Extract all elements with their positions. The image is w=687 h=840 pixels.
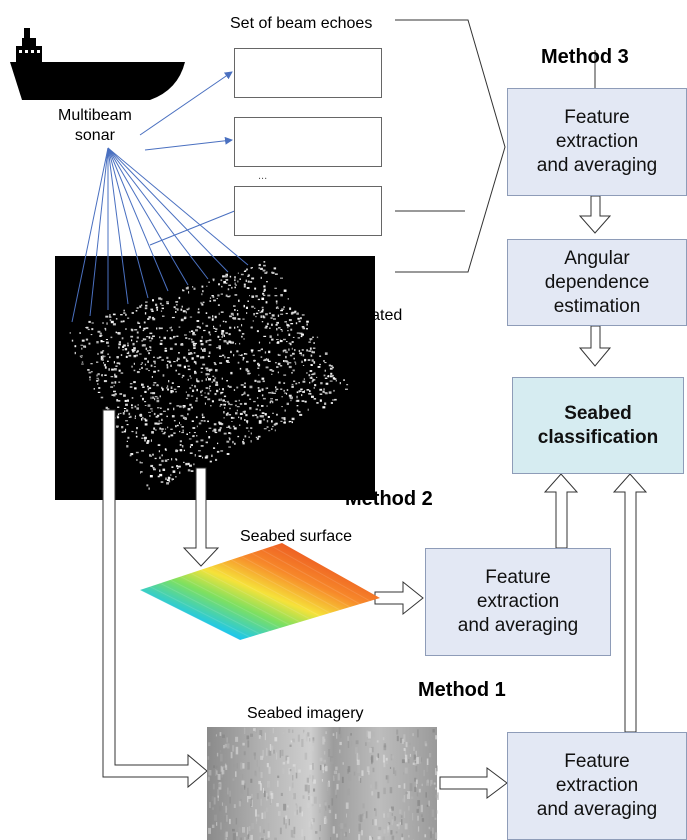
arrow-seafloor-to-surface: [182, 467, 220, 567]
seabed-classification-box: Seabed classification: [512, 377, 684, 474]
arrow-m1-to-class: [612, 473, 648, 733]
ship-icon: [10, 28, 185, 100]
arrow-to-echo-1: [139, 71, 233, 136]
angular-dependence-box: Angular dependence estimation: [507, 239, 687, 326]
label-multibeam-sonar: Multibeam sonar: [58, 107, 132, 144]
arrow-surface-to-m2: [374, 580, 424, 616]
arrow-seafloor-to-imagery: [102, 409, 208, 789]
label-seabed-imagery: Seabed imagery: [247, 705, 364, 722]
label-ellipsis: ...: [258, 170, 268, 182]
label-set-of-beam-echoes: Set of beam echoes: [230, 15, 373, 32]
method-3-title: Method 3: [541, 46, 629, 68]
seabed-surface-texture: [139, 545, 371, 641]
arrow-angular-to-class: [578, 325, 612, 367]
method1-feature-extraction-box: Feature extraction and averaging: [507, 732, 687, 840]
method3-feature-extraction-box: Feature extraction and averaging: [507, 88, 687, 196]
sonar-beams: [71, 147, 249, 323]
method-2-title: Method 2: [345, 488, 433, 510]
seafloor-speckle: [69, 261, 349, 490]
seabed-surface-plot: [140, 543, 380, 640]
method-1-title: Method 1: [418, 679, 506, 701]
method2-feature-extraction-box: Feature extraction and averaging: [425, 548, 611, 656]
echo-panel-2: [234, 117, 382, 167]
seabed-imagery-texture: [207, 727, 439, 840]
label-investigated-seafloor: Investigated seafloor: [316, 307, 403, 344]
echo-panel-3: [234, 186, 382, 236]
arrow-to-echo-2: [144, 136, 233, 151]
echo-panel-1: [234, 48, 382, 98]
arrow-m2-to-class: [543, 473, 579, 549]
arrow-imagery-to-m1: [439, 767, 508, 799]
arrow-m3-to-angular: [578, 195, 612, 234]
arrow-to-echo-3: [149, 206, 243, 246]
merge-chevron: [395, 19, 506, 273]
label-seabed-surface: Seabed surface: [240, 528, 353, 545]
